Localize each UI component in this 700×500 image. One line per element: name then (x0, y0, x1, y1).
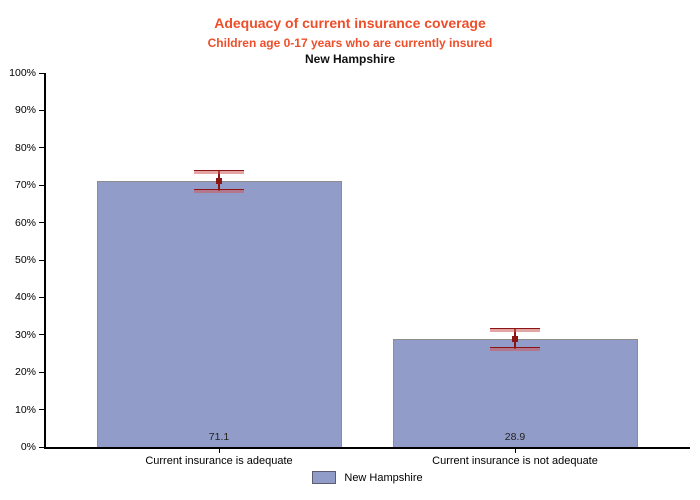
y-axis-tick (39, 371, 44, 373)
y-axis-tick-label: 60% (14, 216, 36, 229)
y-axis-tick-label: 10% (14, 403, 36, 416)
legend: New Hampshire (45, 471, 690, 484)
y-axis-tick (39, 259, 44, 261)
y-axis-tick-label: 50% (14, 254, 36, 266)
legend-swatch (312, 471, 337, 484)
y-axis-line (44, 73, 46, 447)
y-axis-tick-label: 100% (9, 67, 36, 79)
y-axis-tick-label: 40% (14, 291, 36, 304)
category-label: Current insurance is not adequate (432, 455, 598, 467)
y-axis-tick-label: 30% (14, 328, 36, 341)
bar (96, 181, 342, 447)
y-axis-tick (39, 147, 44, 149)
y-axis-tick (39, 222, 44, 224)
error-bar-cap-bottom (490, 347, 540, 351)
bar-value-label: 28.9 (504, 431, 526, 443)
y-axis-tick-label: 80% (14, 141, 36, 154)
y-axis-tick (39, 109, 44, 111)
error-bar-cap-bottom (194, 189, 244, 194)
error-bar-cap-top (490, 327, 540, 332)
y-axis-tick (39, 184, 44, 186)
y-axis-tick-label: 20% (14, 366, 36, 379)
x-axis-tick (218, 449, 220, 453)
y-axis-tick (39, 446, 44, 448)
legend-label: New Hampshire (344, 471, 423, 484)
error-bar-marker (512, 335, 518, 342)
error-bar-marker (216, 178, 222, 185)
bar (392, 338, 638, 447)
x-axis-line (44, 447, 690, 449)
x-axis-tick (514, 449, 516, 453)
category-label: Current insurance is adequate (145, 455, 293, 467)
chart-subtitle: Children age 0-17 years who are currentl… (207, 36, 493, 50)
y-axis-tick-label: 0% (20, 441, 36, 453)
y-axis-tick (39, 334, 44, 336)
chart-region-title: New Hampshire (304, 52, 396, 66)
bar-value-label: 71.1 (208, 431, 230, 443)
y-axis-tick (39, 409, 44, 411)
y-axis-tick (39, 72, 44, 74)
y-axis-tick-label: 90% (14, 104, 36, 117)
y-axis-tick-label: 70% (14, 179, 36, 192)
y-axis-tick (39, 296, 44, 298)
error-bar-cap-top (194, 169, 244, 174)
chart-title: Adequacy of current insurance coverage (214, 15, 486, 31)
